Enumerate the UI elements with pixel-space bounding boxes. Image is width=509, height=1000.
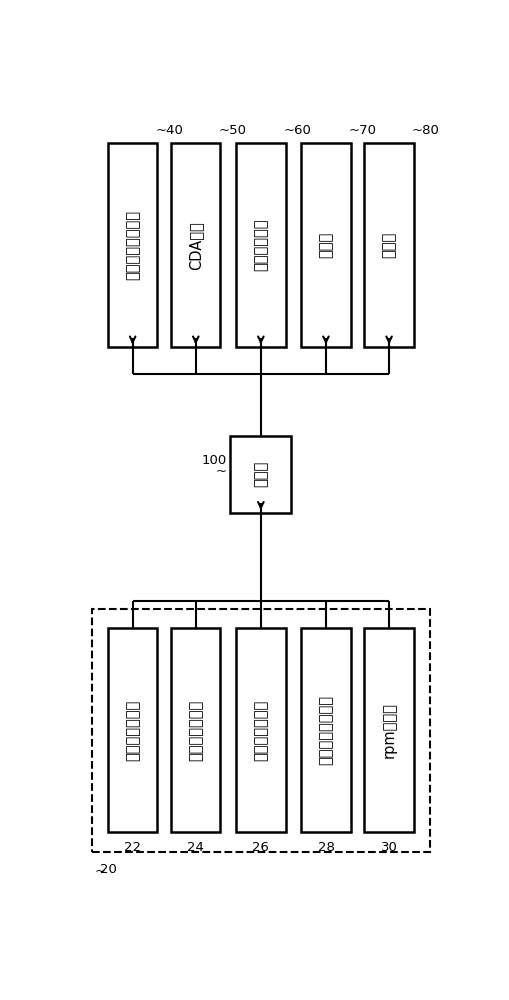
Bar: [364, 143, 414, 347]
Text: rpm传感器: rpm传感器: [382, 702, 397, 758]
Text: 冷却液温度传感器: 冷却液温度传感器: [319, 695, 333, 765]
Text: ~50: ~50: [218, 124, 246, 137]
Text: 26: 26: [252, 841, 269, 854]
Text: 100: 100: [201, 454, 227, 466]
Bar: [171, 143, 220, 347]
Text: ~: ~: [215, 465, 227, 478]
Text: 30: 30: [381, 841, 398, 854]
Bar: [108, 143, 157, 347]
Bar: [236, 143, 286, 347]
Text: 控制器: 控制器: [253, 461, 268, 487]
Bar: [301, 628, 351, 832]
Text: ~40: ~40: [155, 124, 183, 137]
Text: 喷油器: 喷油器: [382, 232, 397, 258]
Bar: [236, 628, 286, 832]
Text: 点火器: 点火器: [319, 232, 333, 258]
Text: 28: 28: [318, 841, 334, 854]
Text: ~60: ~60: [284, 124, 312, 137]
Text: 打开持续时间装置: 打开持续时间装置: [125, 210, 140, 280]
Text: 加速蹏板传感器: 加速蹏板传感器: [125, 700, 140, 761]
Bar: [108, 628, 157, 832]
Text: 气门正时装置: 气门正时装置: [253, 219, 268, 271]
Text: ~: ~: [94, 865, 105, 878]
Text: 22: 22: [124, 841, 141, 854]
Text: 24: 24: [187, 841, 204, 854]
Bar: [171, 628, 220, 832]
Text: ~80: ~80: [412, 124, 440, 137]
Bar: [301, 143, 351, 347]
Text: 制动蹏板传感器: 制动蹏板传感器: [188, 700, 203, 761]
Text: CDA装置: CDA装置: [188, 221, 203, 270]
Bar: [230, 436, 292, 513]
Text: ~70: ~70: [349, 124, 377, 137]
Text: 20: 20: [100, 863, 117, 876]
Bar: [92, 609, 430, 852]
Text: 大气温度传感器: 大气温度传感器: [253, 700, 268, 761]
Bar: [364, 628, 414, 832]
